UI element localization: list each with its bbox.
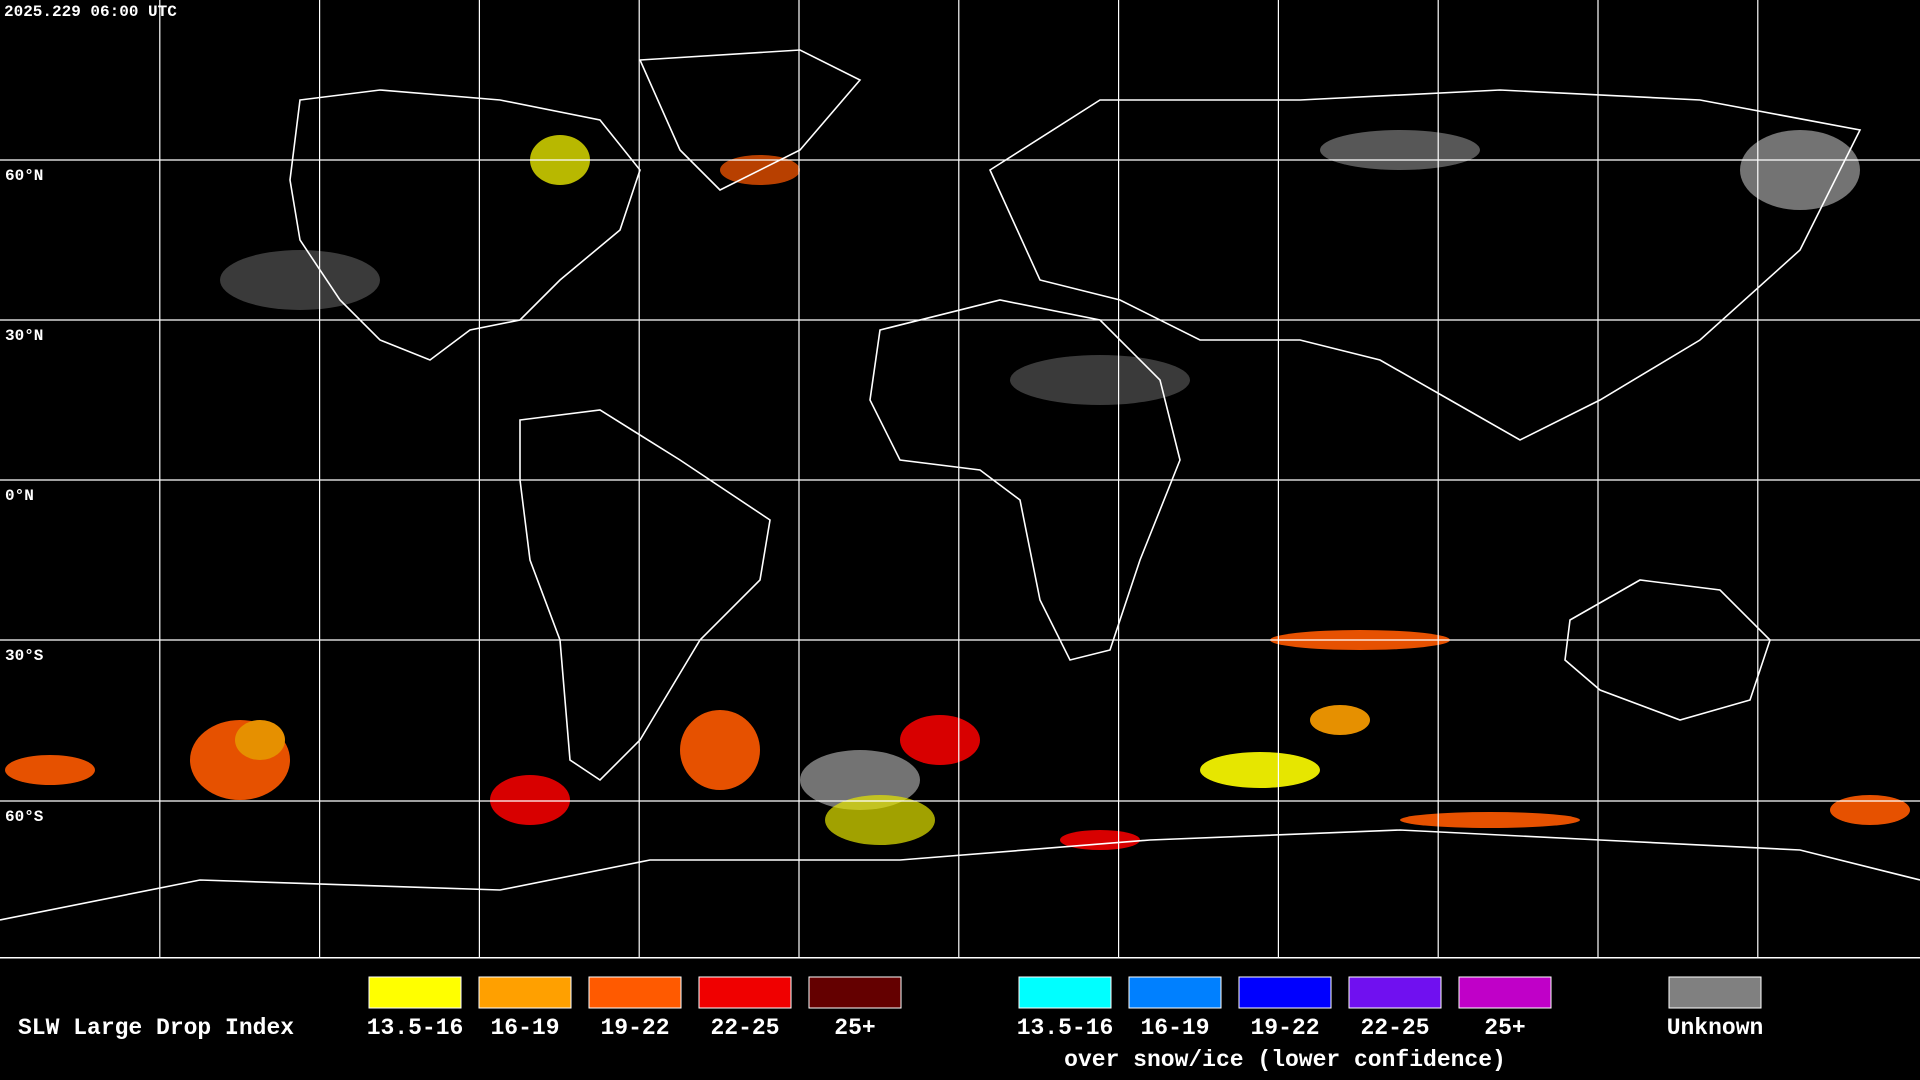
legend-swatch xyxy=(1668,976,1762,1009)
legend-swatch xyxy=(1458,976,1552,1009)
legend-label: 16-19 xyxy=(1140,1015,1209,1041)
latitude-label: 0°N xyxy=(5,487,34,505)
legend-swatch xyxy=(588,976,682,1009)
legend-label: 13.5-16 xyxy=(367,1015,464,1041)
latitude-label: 30°S xyxy=(5,647,44,665)
legend: 13.5-16 16-19 19-22 22-25 25+ 13.5-16 16-19 19-… xyxy=(367,976,1764,1041)
legend-label: 22-25 xyxy=(1360,1015,1429,1041)
legend-swatch xyxy=(1128,976,1222,1009)
legend-label: Unknown xyxy=(1667,1015,1764,1041)
legend-swatch xyxy=(698,976,792,1009)
latitude-label: 30°N xyxy=(5,327,43,345)
legend-swatch xyxy=(478,976,572,1009)
legend-label: 16-19 xyxy=(490,1015,559,1041)
latitude-label: 60°S xyxy=(5,808,44,826)
latitude-label: 60°N xyxy=(5,167,43,185)
legend-label: 25+ xyxy=(1484,1015,1525,1041)
legend-swatch xyxy=(808,976,902,1009)
latitude-labels: 60°N 30°N 0°N 30°S 60°S xyxy=(5,167,44,826)
legend-caption: over snow/ice (lower confidence) xyxy=(1064,1047,1506,1073)
coastlines xyxy=(0,49,1920,921)
timestamp: 2025.229 06:00 UTC xyxy=(4,3,177,21)
map-area xyxy=(0,0,1920,959)
map-border xyxy=(0,957,1920,959)
legend-label: 13.5-16 xyxy=(1017,1015,1114,1041)
legend-label: 19-22 xyxy=(1250,1015,1319,1041)
legend-swatch xyxy=(1018,976,1112,1009)
cloud-field xyxy=(5,130,1910,850)
legend-swatch xyxy=(368,976,462,1009)
legend-label: 25+ xyxy=(834,1015,875,1041)
legend-swatch xyxy=(1238,976,1332,1009)
legend-title: SLW Large Drop Index xyxy=(18,1015,294,1041)
legend-swatch xyxy=(1348,976,1442,1009)
legend-label: 22-25 xyxy=(710,1015,779,1041)
legend-label: 19-22 xyxy=(600,1015,669,1041)
graticule xyxy=(0,0,1920,957)
